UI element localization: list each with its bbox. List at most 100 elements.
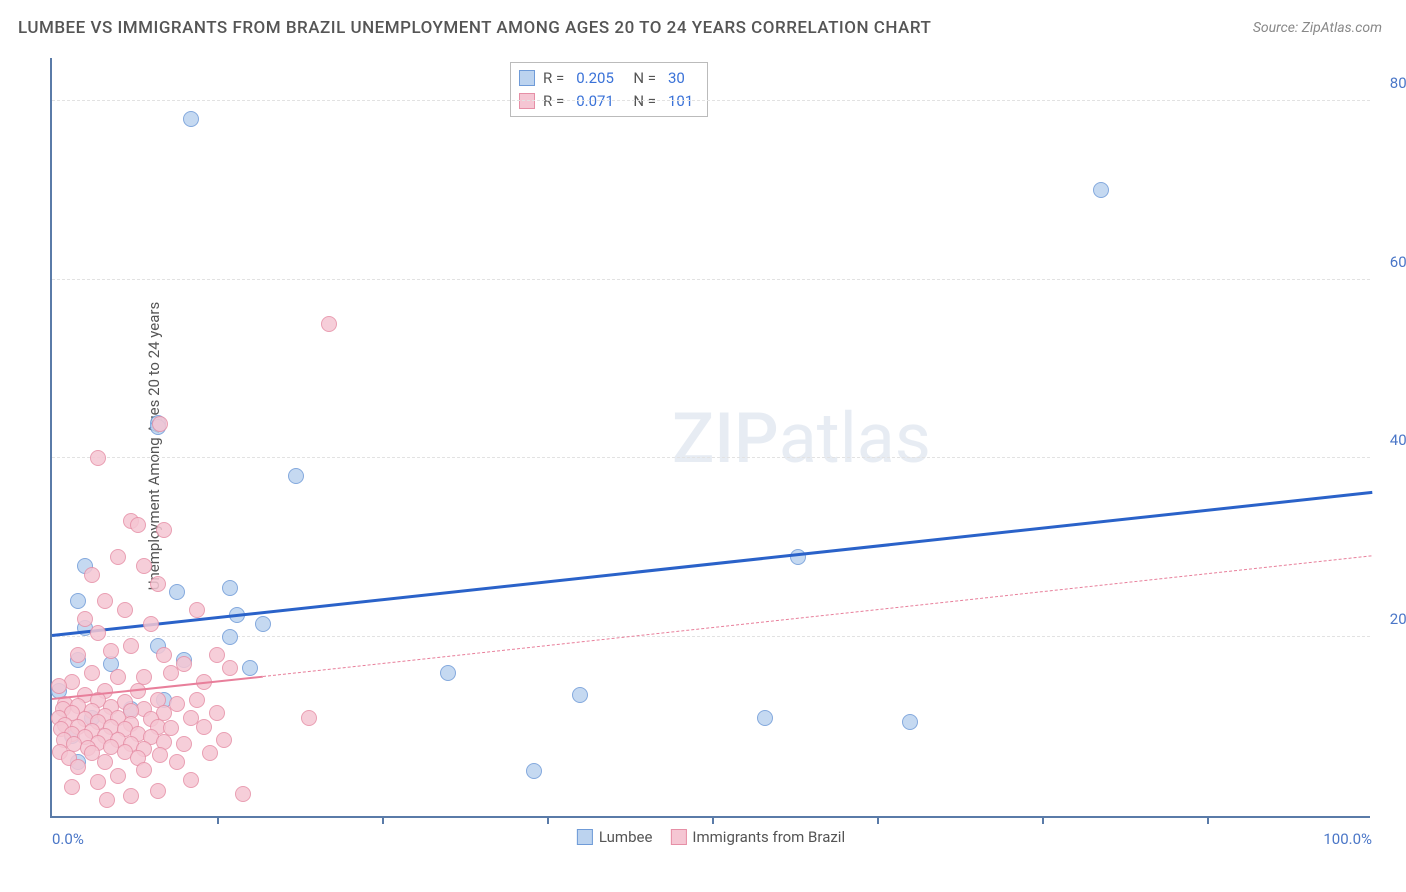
data-point-brazil bbox=[176, 736, 192, 752]
gridline-h bbox=[52, 636, 1370, 637]
data-point-brazil bbox=[123, 788, 139, 804]
data-point-brazil bbox=[97, 593, 113, 609]
series-legend-item-lumbee: Lumbee bbox=[577, 828, 653, 846]
data-point-brazil bbox=[183, 772, 199, 788]
y-tick-label: 40.0% bbox=[1376, 431, 1406, 449]
data-point-brazil bbox=[156, 647, 172, 663]
data-point-brazil bbox=[301, 710, 317, 726]
data-point-brazil bbox=[156, 522, 172, 538]
data-point-lumbee bbox=[440, 665, 456, 681]
data-point-brazil bbox=[110, 549, 126, 565]
data-point-lumbee bbox=[70, 593, 86, 609]
stat-r-value: 0.071 bbox=[572, 90, 618, 113]
data-point-brazil bbox=[189, 692, 205, 708]
x-tick-mark bbox=[217, 816, 219, 824]
data-point-brazil bbox=[103, 643, 119, 659]
data-point-brazil bbox=[235, 786, 251, 802]
watermark-left: ZIP bbox=[672, 398, 779, 480]
chart-title: LUMBEE VS IMMIGRANTS FROM BRAZIL UNEMPLO… bbox=[18, 18, 931, 38]
source-attribution: Source: ZipAtlas.com bbox=[1253, 20, 1382, 36]
x-tick-label: 100.0% bbox=[1323, 830, 1372, 848]
stat-r-value: 0.205 bbox=[572, 67, 618, 90]
x-tick-mark bbox=[382, 816, 384, 824]
watermark: ZIPatlas bbox=[672, 398, 931, 480]
data-point-lumbee bbox=[526, 763, 542, 779]
gridline-h bbox=[52, 457, 1370, 458]
data-point-brazil bbox=[152, 747, 168, 763]
data-point-brazil bbox=[150, 783, 166, 799]
data-point-lumbee bbox=[572, 687, 588, 703]
watermark-right: atlas bbox=[779, 398, 931, 480]
trend-line bbox=[52, 491, 1372, 637]
stat-n-value: 30 bbox=[664, 67, 689, 90]
data-point-brazil bbox=[169, 754, 185, 770]
data-point-brazil bbox=[189, 602, 205, 618]
data-point-brazil bbox=[90, 450, 106, 466]
stats-legend-row-lumbee: R = 0.205 N = 30 bbox=[519, 67, 697, 90]
source-value: ZipAtlas.com bbox=[1302, 20, 1382, 36]
series-legend-label: Lumbee bbox=[599, 828, 653, 846]
data-point-brazil bbox=[209, 705, 225, 721]
stat-n-label: N = bbox=[626, 90, 656, 113]
data-point-brazil bbox=[321, 316, 337, 332]
data-point-brazil bbox=[90, 774, 106, 790]
gridline-h bbox=[52, 279, 1370, 280]
data-point-brazil bbox=[99, 792, 115, 808]
data-point-brazil bbox=[123, 638, 139, 654]
data-point-brazil bbox=[196, 719, 212, 735]
data-point-brazil bbox=[216, 732, 232, 748]
legend-swatch bbox=[519, 93, 535, 109]
y-tick-label: 20.0% bbox=[1376, 610, 1406, 628]
data-point-lumbee bbox=[757, 710, 773, 726]
x-tick-mark bbox=[877, 816, 879, 824]
data-point-brazil bbox=[150, 576, 166, 592]
scatter-plot-area: ZIPatlas R =0.205 N =30R =0.071 N =101 L… bbox=[50, 58, 1370, 818]
data-point-lumbee bbox=[242, 660, 258, 676]
x-tick-mark bbox=[1207, 816, 1209, 824]
data-point-brazil bbox=[77, 611, 93, 627]
trend-line bbox=[263, 556, 1372, 678]
data-point-lumbee bbox=[902, 714, 918, 730]
data-point-brazil bbox=[64, 779, 80, 795]
series-legend: Lumbee Immigrants from Brazil bbox=[577, 828, 845, 846]
x-tick-label: 0.0% bbox=[52, 830, 84, 848]
source-label: Source: bbox=[1253, 20, 1298, 36]
data-point-brazil bbox=[51, 678, 67, 694]
stat-r-label: R = bbox=[543, 67, 564, 90]
stat-n-value: 101 bbox=[664, 90, 697, 113]
series-legend-item-brazil: Immigrants from Brazil bbox=[670, 828, 845, 846]
legend-swatch bbox=[519, 70, 535, 86]
data-point-lumbee bbox=[255, 616, 271, 632]
y-tick-label: 60.0% bbox=[1376, 253, 1406, 271]
data-point-lumbee bbox=[169, 584, 185, 600]
stat-r-label: R = bbox=[543, 90, 564, 113]
data-point-brazil bbox=[202, 745, 218, 761]
data-point-brazil bbox=[110, 669, 126, 685]
series-legend-label: Immigrants from Brazil bbox=[692, 828, 845, 846]
data-point-brazil bbox=[209, 647, 225, 663]
x-tick-mark bbox=[1042, 816, 1044, 824]
data-point-brazil bbox=[97, 754, 113, 770]
data-point-brazil bbox=[70, 647, 86, 663]
data-point-brazil bbox=[136, 762, 152, 778]
y-tick-label: 80.0% bbox=[1376, 74, 1406, 92]
data-point-lumbee bbox=[222, 580, 238, 596]
stats-legend: R = 0.205 N = 30 R = 0.071 N = 101 bbox=[510, 62, 708, 117]
legend-swatch bbox=[670, 829, 686, 845]
data-point-brazil bbox=[84, 665, 100, 681]
data-point-brazil bbox=[222, 660, 238, 676]
data-point-lumbee bbox=[288, 468, 304, 484]
data-point-brazil bbox=[163, 665, 179, 681]
stats-legend-row-brazil: R = 0.071 N = 101 bbox=[519, 90, 697, 113]
data-point-brazil bbox=[84, 567, 100, 583]
x-tick-mark bbox=[547, 816, 549, 824]
data-point-brazil bbox=[136, 558, 152, 574]
gridline-h bbox=[52, 100, 1370, 101]
data-point-brazil bbox=[152, 416, 168, 432]
data-point-brazil bbox=[117, 602, 133, 618]
stat-n-label: N = bbox=[626, 67, 656, 90]
data-point-brazil bbox=[130, 517, 146, 533]
data-point-brazil bbox=[143, 616, 159, 632]
x-tick-mark bbox=[712, 816, 714, 824]
data-point-brazil bbox=[110, 768, 126, 784]
